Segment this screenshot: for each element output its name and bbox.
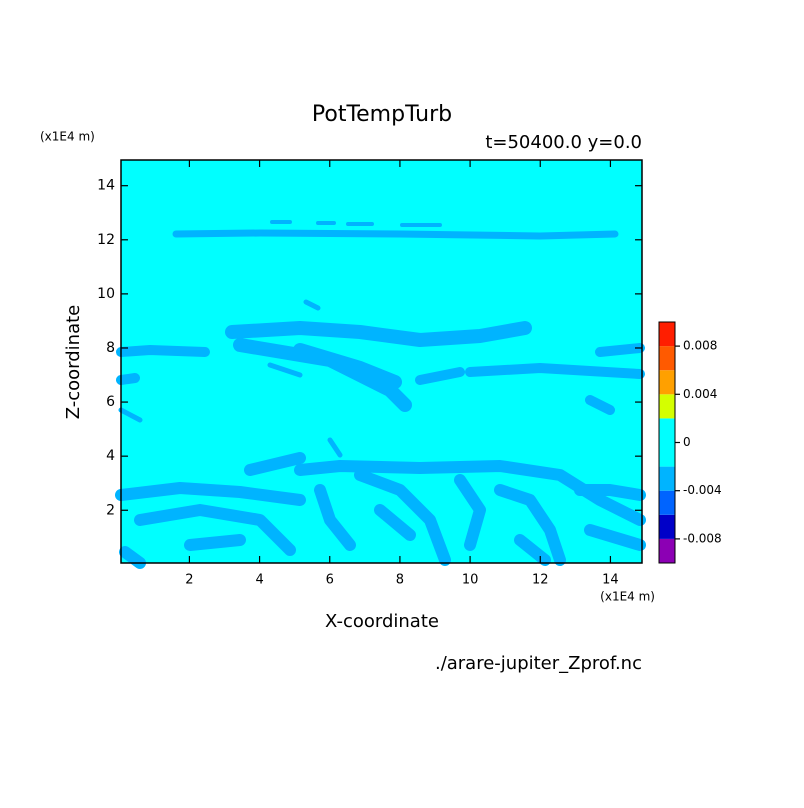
colorbar-segment: [659, 466, 675, 491]
x-axis-label: X-coordinate: [325, 611, 439, 632]
contour-region: [225, 321, 532, 412]
x-tick-label: 10: [462, 573, 479, 588]
contour-region: [244, 452, 646, 566]
x-tick-label: 4: [255, 573, 263, 588]
y-tick-label: 14: [97, 178, 115, 194]
colorbar-segment: [659, 418, 675, 467]
y-axis-label: Z-coordinate: [63, 305, 84, 420]
x-tick-label: 2: [185, 573, 193, 588]
colorbar-segment: [659, 370, 675, 395]
contour-regions: [115, 220, 646, 569]
x-tick-label: 12: [532, 573, 549, 588]
contour-region: [116, 343, 645, 415]
x-tick-label: 8: [396, 573, 404, 588]
colorbar-tick-label: 0.008: [683, 339, 717, 353]
y-tick-label: 4: [106, 448, 115, 464]
colorbar-tick-label: -0.008: [683, 531, 722, 545]
y-tick-label: 8: [106, 340, 115, 356]
colorbar-segment: [659, 346, 675, 371]
colorbar-tick-label: -0.004: [683, 483, 722, 497]
y-tick-label: 12: [97, 232, 115, 248]
colorbar-tick-label: 0.004: [683, 387, 717, 401]
colorbar-segment: [659, 538, 675, 563]
colorbar-tick-label: 0: [683, 435, 691, 449]
colorbar-segment: [659, 490, 675, 515]
chart-title: PotTempTurb: [312, 102, 452, 127]
file-name: ./arare-jupiter_Zprof.nc: [435, 653, 642, 674]
contour-region: [118, 299, 343, 458]
plot-background: [121, 160, 642, 563]
y-tick-label: 10: [97, 286, 115, 302]
colorbar-segment: [659, 394, 675, 419]
y-tick-label: 2: [106, 502, 115, 518]
x-tick-label: 6: [326, 573, 334, 588]
plot-frame: [120, 159, 643, 564]
x-unit: (x1E4 m): [600, 590, 655, 604]
x-tick-label: 14: [602, 573, 619, 588]
y-unit: (x1E4 m): [40, 130, 95, 144]
colorbar-segment: [659, 514, 675, 539]
contour-region: [115, 460, 646, 569]
chart-subtitle: t=50400.0 y=0.0: [485, 132, 642, 153]
colorbar-segment: [659, 322, 675, 347]
contour-region: [172, 229, 619, 240]
y-tick-label: 6: [106, 394, 115, 410]
contour-region: [270, 220, 442, 227]
